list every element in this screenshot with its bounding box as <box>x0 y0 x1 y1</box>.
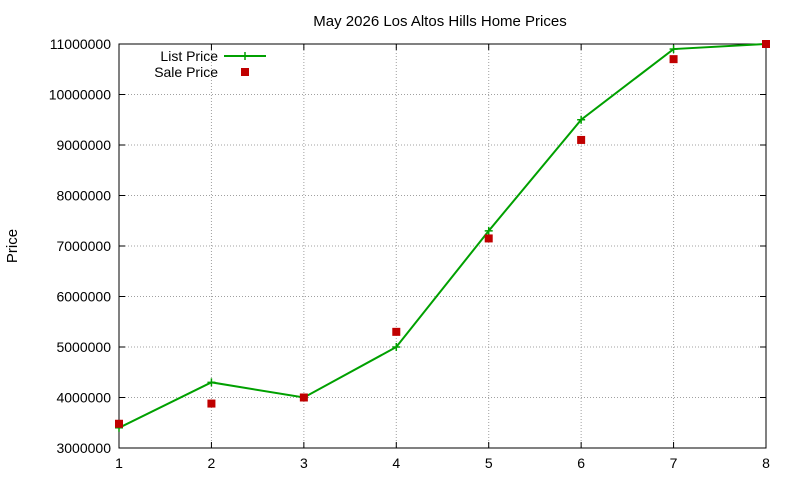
x-tick-label: 4 <box>392 455 400 471</box>
series <box>115 40 770 432</box>
list-price-point <box>207 378 216 387</box>
sale-price-point <box>115 419 123 428</box>
axis-ticks: 3000000 4000000 5000000 6000000 7000000 80000… <box>49 36 770 471</box>
y-tick-label: 9000000 <box>56 137 111 153</box>
sale-price-point <box>392 327 401 336</box>
y-tick-label: 5000000 <box>56 339 111 355</box>
y-tick-label: 4000000 <box>56 390 111 406</box>
y-tick-label: 10000000 <box>49 87 112 103</box>
y-tick-label: 8000000 <box>56 188 111 204</box>
y-axis-label: Price <box>4 229 21 263</box>
y-tick-label: 6000000 <box>56 289 111 305</box>
legend-label-list-price: List Price <box>160 48 218 64</box>
x-tick-label: 6 <box>577 455 585 471</box>
x-tick-label: 8 <box>762 455 770 471</box>
y-tick-label: 3000000 <box>56 440 111 456</box>
sale-price-point <box>577 135 586 144</box>
chart-title: May 2026 Los Altos Hills Home Prices <box>313 13 566 30</box>
y-tick-label: 11000000 <box>50 36 111 52</box>
x-tick-label: 5 <box>485 455 493 471</box>
sale-price-point <box>484 234 493 243</box>
sale-price-point <box>669 55 678 64</box>
grid <box>119 44 766 448</box>
list-price-point <box>392 343 401 351</box>
legend-marker-sale-price <box>241 68 249 76</box>
y-tick-label: 7000000 <box>56 238 111 254</box>
legend-label-sale-price: Sale Price <box>154 64 218 80</box>
list-price-point <box>669 45 678 54</box>
x-tick-label: 3 <box>300 455 308 471</box>
sale-price-point <box>762 40 770 48</box>
legend-marker-list-price <box>241 52 249 60</box>
list-price-point <box>484 226 493 235</box>
x-tick-label: 1 <box>115 455 123 471</box>
list-price-point <box>577 115 586 124</box>
x-tick-label: 2 <box>208 455 216 471</box>
list-price-line <box>118 43 767 429</box>
sale-price-point <box>207 399 216 408</box>
plot-frame <box>118 43 767 449</box>
x-tick-label: 7 <box>670 455 678 471</box>
sale-price-point <box>299 393 308 402</box>
